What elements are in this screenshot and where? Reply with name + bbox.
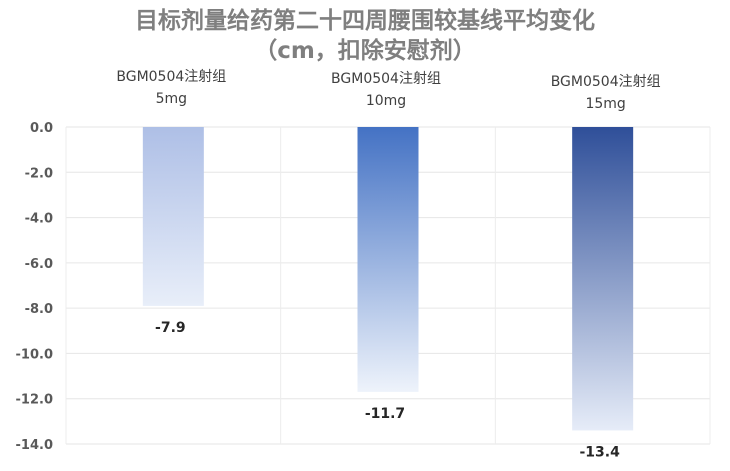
category-label: BGM0504注射组 <box>551 74 661 90</box>
bar-5mg <box>142 127 204 306</box>
data-label: -13.4 <box>579 444 620 460</box>
y-tick-label: -2.0 <box>25 166 53 181</box>
bar-15mg <box>572 127 634 431</box>
chart-title-line2: （cm，扣除安慰剂） <box>254 38 476 64</box>
category-label: BGM0504注射组 <box>331 71 441 87</box>
y-tick-label: -12.0 <box>16 393 53 408</box>
y-tick-label: -4.0 <box>25 212 53 227</box>
y-tick-label: -10.0 <box>16 347 53 362</box>
chart-title-line1: 目标剂量给药第二十四周腰围较基线平均变化 <box>135 8 595 34</box>
category-label: 5mg <box>156 91 187 107</box>
bar-10mg <box>357 127 419 392</box>
category-label: 15mg <box>585 96 625 112</box>
y-tick-label: 0.0 <box>30 121 53 136</box>
data-label: -11.7 <box>365 406 405 422</box>
data-label: -7.9 <box>155 320 186 336</box>
category-label: BGM0504注射组 <box>116 69 226 85</box>
y-tick-label: -14.0 <box>16 438 53 453</box>
y-tick-label: -8.0 <box>25 302 53 317</box>
y-tick-label: -6.0 <box>25 257 53 272</box>
category-label: 10mg <box>366 93 406 109</box>
